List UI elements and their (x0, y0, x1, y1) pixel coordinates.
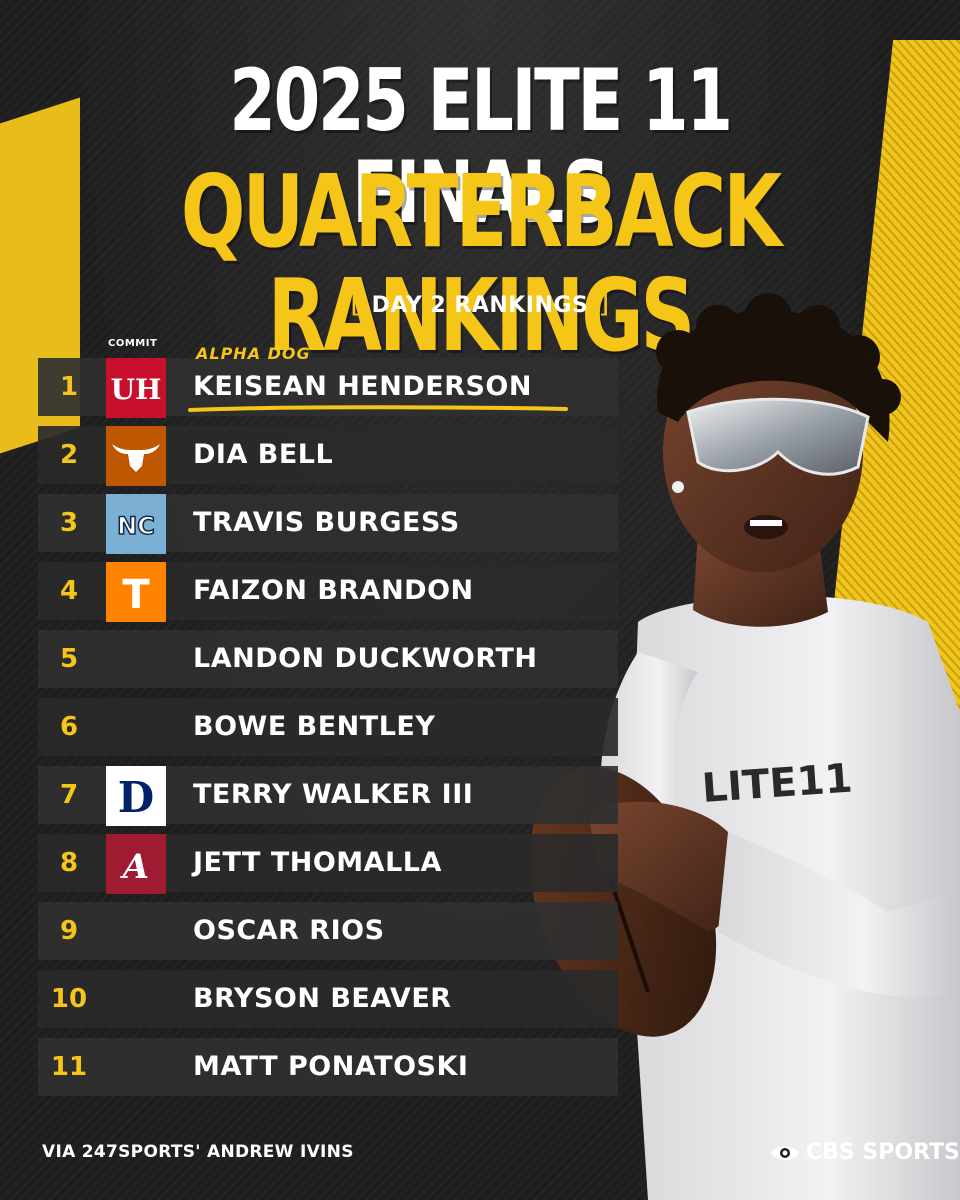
commit-column-label: COMMIT (108, 338, 158, 349)
svg-text:LITE11: LITE11 (700, 756, 853, 812)
player-photo: LITE11 (529, 293, 960, 1200)
player-name: OSCAR RIOS (193, 915, 385, 946)
ranking-row: 4 T FAIZON BRANDON (38, 562, 618, 622)
rank-number: 7 (59, 780, 79, 810)
ranking-row: 7 D TERRY WALKER III (38, 766, 618, 826)
title-line-2: QUARTERBACK RANKINGS (180, 153, 782, 374)
texas-longhorn-logo (106, 426, 166, 486)
houston-logo: UH (106, 358, 166, 418)
player-name: TERRY WALKER III (193, 779, 474, 810)
rank-number: 9 (59, 916, 79, 946)
duke-logo: D (106, 766, 166, 826)
player-name: FAIZON BRANDON (193, 575, 474, 606)
player-name: KEISEAN HENDERSON (193, 371, 532, 402)
ranking-row: 10 BRYSON BEAVER (38, 970, 618, 1028)
player-name: JETT THOMALLA (193, 847, 442, 878)
alabama-logo-text: A (120, 847, 149, 887)
rank-number: 2 (59, 440, 79, 470)
ranking-row: 2 DIA BELL (38, 426, 618, 486)
duke-logo-text: D (118, 773, 154, 822)
cbs-sports-logo: CBS SPORTS (770, 1140, 960, 1165)
ranking-row: 1 UH ALPHA DOG KEISEAN HENDERSON (38, 344, 618, 418)
highlight-underline (188, 405, 568, 412)
houston-logo-text: UH (111, 373, 162, 406)
player-name: DIA BELL (193, 439, 334, 470)
subtitle: [ DAY 2 RANKINGS] (0, 286, 960, 319)
bracket-close: ] (598, 286, 610, 319)
tennessee-logo-text: T (122, 572, 150, 618)
tennessee-logo: T (106, 562, 166, 622)
cbs-eye-icon (771, 1145, 799, 1160)
ranking-row: 3 NC TRAVIS BURGESS (38, 494, 618, 554)
ranking-row: 8 A JETT THOMALLA (38, 834, 618, 894)
rank-number: 8 (59, 848, 79, 878)
rank-number: 11 (50, 1052, 88, 1082)
ranking-row: 6 BOWE BENTLEY (38, 698, 618, 756)
ranking-row: 5 LANDON DUCKWORTH (38, 630, 618, 688)
bracket-open: [ (350, 286, 362, 319)
rank-number: 10 (50, 984, 88, 1014)
title-line-1: 2025 ELITE 11 FINALS (229, 51, 733, 243)
player-name: MATT PONATOSKI (193, 1051, 469, 1082)
rank-number: 6 (59, 712, 79, 742)
ranking-row: 11 MATT PONATOSKI (38, 1038, 618, 1096)
rank-number: 4 (59, 576, 79, 606)
brand-text: CBS SPORTS (806, 1140, 960, 1165)
ranking-row: 9 OSCAR RIOS (38, 902, 618, 960)
unc-logo: NC (106, 494, 166, 554)
player-name: BOWE BENTLEY (193, 711, 436, 742)
player-name: BRYSON BEAVER (193, 983, 452, 1014)
rank-number: 3 (59, 508, 79, 538)
player-name: LANDON DUCKWORTH (193, 643, 538, 674)
rank-number: 1 (59, 372, 79, 402)
subtitle-text: DAY 2 RANKINGS (371, 293, 589, 318)
player-name: TRAVIS BURGESS (193, 507, 460, 538)
unc-logo-text: NC (117, 512, 155, 540)
rankings-list: 1 UH ALPHA DOG KEISEAN HENDERSON 2 DIA B… (38, 344, 618, 1106)
source-credit: VIA 247SPORTS' ANDREW IVINS (42, 1142, 354, 1162)
rank-number: 5 (59, 644, 79, 674)
alabama-logo: A (106, 834, 166, 894)
alpha-dog-tag: ALPHA DOG (196, 344, 311, 363)
